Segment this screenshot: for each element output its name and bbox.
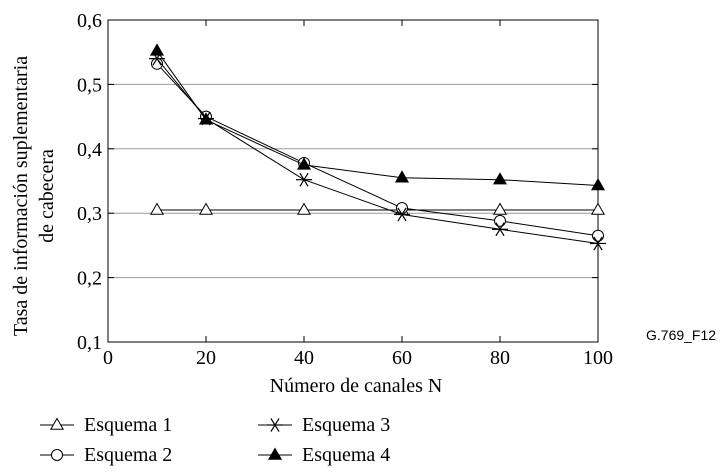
x-tick-label: 80 bbox=[490, 347, 510, 369]
data-point bbox=[492, 202, 508, 215]
data-point bbox=[590, 202, 606, 215]
data-point bbox=[590, 236, 606, 251]
y-tick-label: 0,4 bbox=[77, 139, 102, 161]
data-point bbox=[149, 202, 165, 215]
figure-id: G.769_F12 bbox=[646, 327, 716, 343]
data-point bbox=[590, 178, 606, 191]
series-line bbox=[156, 58, 599, 244]
x-tick-label: 0 bbox=[103, 347, 113, 369]
x-axis-ticks: 0 20 40 60 80 100 bbox=[103, 20, 613, 369]
legend-label: Esquema 3 bbox=[302, 414, 390, 436]
legend-marker bbox=[51, 449, 63, 461]
data-point bbox=[592, 229, 604, 242]
series-4 bbox=[149, 43, 606, 191]
legend-marker bbox=[267, 418, 283, 432]
y-tick-label: 0,6 bbox=[77, 10, 102, 32]
y-tick-label: 0,1 bbox=[77, 332, 102, 354]
y-axis-label-line-1: Tasa de información suplementaria bbox=[10, 56, 32, 336]
series-layer bbox=[149, 43, 606, 251]
legend-marker bbox=[267, 447, 283, 460]
series-line bbox=[156, 50, 599, 187]
asterisk-stroke bbox=[397, 207, 407, 222]
y-tick-label: 0,3 bbox=[77, 203, 102, 225]
data-point bbox=[149, 43, 165, 56]
data-point bbox=[296, 157, 312, 170]
legend-item: Esquema 1 bbox=[40, 414, 172, 436]
legend-item: Esquema 4 bbox=[258, 444, 390, 466]
y-axis-ticks: 0,1 0,2 0,3 0,4 0,5 0,6 bbox=[77, 10, 598, 354]
asterisk-stroke bbox=[593, 236, 603, 251]
x-tick-label: 40 bbox=[294, 347, 314, 369]
data-point bbox=[394, 170, 410, 183]
legend: Esquema 1 Esquema 2 Esquema 3 Esquema 4 bbox=[40, 414, 390, 466]
data-point bbox=[296, 172, 312, 187]
legend-marker bbox=[49, 417, 65, 430]
x-axis-label: Número de canales N bbox=[270, 375, 443, 397]
data-point bbox=[394, 207, 410, 222]
legend-label: Esquema 1 bbox=[84, 414, 172, 436]
asterisk-stroke bbox=[270, 418, 280, 432]
grid-lines bbox=[108, 83, 598, 279]
y-tick-label: 0,2 bbox=[77, 268, 102, 290]
data-point bbox=[494, 214, 506, 227]
legend-label: Esquema 4 bbox=[302, 444, 390, 466]
y-tick-label: 0,5 bbox=[77, 74, 102, 96]
data-point bbox=[198, 112, 214, 125]
x-tick-label: 100 bbox=[583, 347, 613, 369]
x-tick-label: 20 bbox=[196, 347, 216, 369]
legend-item: Esquema 3 bbox=[258, 414, 390, 436]
asterisk-stroke bbox=[299, 172, 309, 187]
series-1 bbox=[149, 202, 606, 215]
y-axis-label-line-2: de cabecera bbox=[36, 149, 58, 243]
series-3 bbox=[149, 51, 606, 251]
series-2 bbox=[151, 57, 604, 242]
data-point bbox=[492, 172, 508, 185]
legend-item: Esquema 2 bbox=[40, 444, 172, 466]
asterisk-stroke bbox=[495, 222, 505, 237]
data-point bbox=[492, 222, 508, 237]
data-point bbox=[296, 202, 312, 215]
data-point bbox=[198, 202, 214, 215]
legend-label: Esquema 2 bbox=[84, 444, 172, 466]
x-tick-label: 60 bbox=[392, 347, 412, 369]
